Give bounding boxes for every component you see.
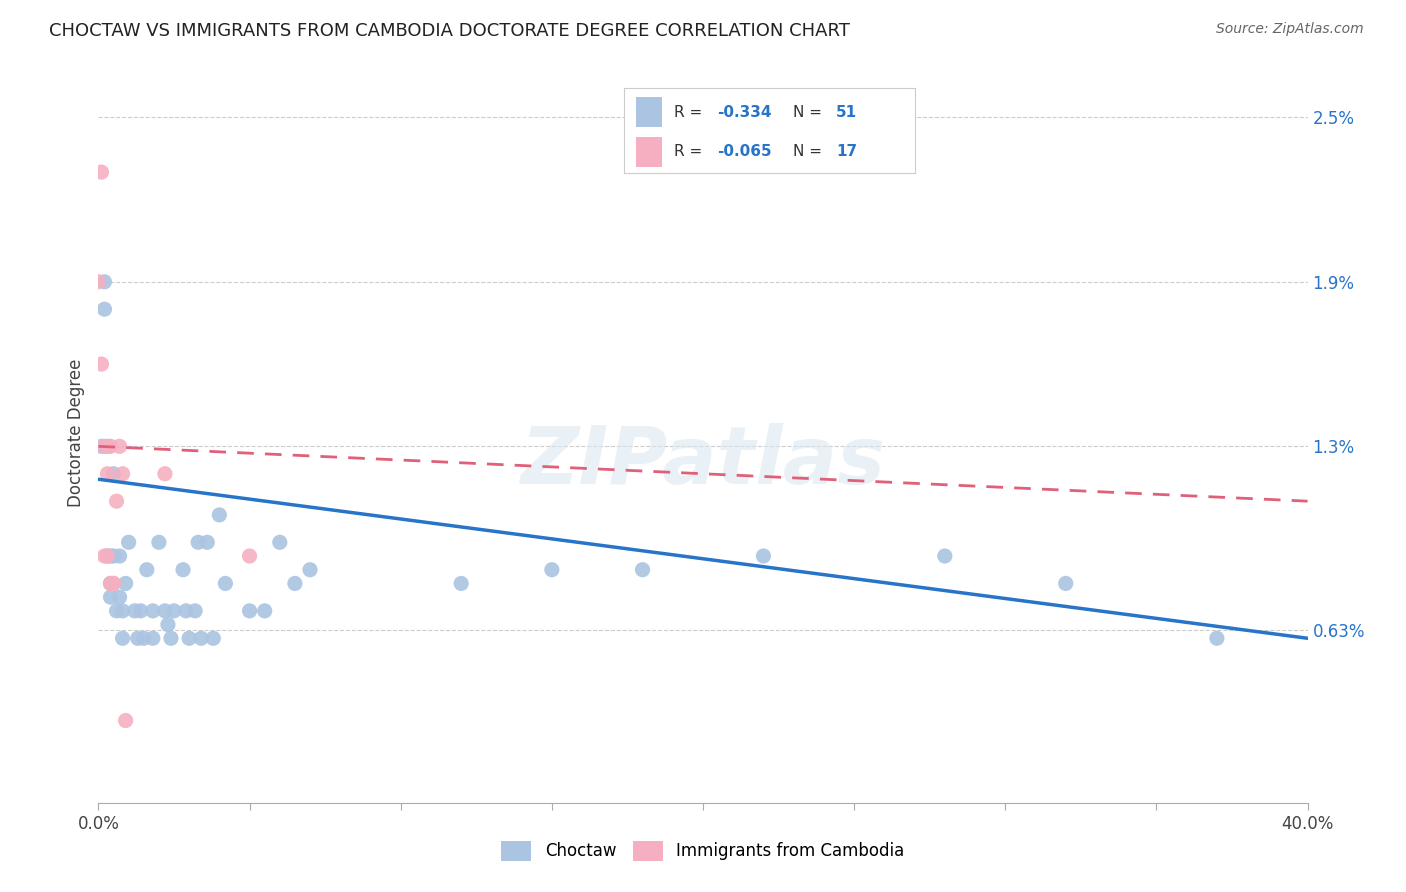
Point [111,467,134,481]
Point [269,535,291,549]
Point [93,275,115,289]
Point [108,439,131,453]
Point [96,549,118,563]
Point [127,632,149,646]
Point [450,576,472,591]
Point [111,604,134,618]
Point [96,549,118,563]
Point [153,604,176,618]
Y-axis label: Doctorate Degree: Doctorate Degree [66,359,84,507]
Point [103,576,125,591]
Point [540,563,562,577]
Point [195,535,218,549]
Point [114,714,136,728]
Point [108,590,131,604]
Point [184,604,207,618]
Text: Source: ZipAtlas.com: Source: ZipAtlas.com [1216,22,1364,37]
Point [90,165,112,179]
Point [100,549,122,563]
Point [160,632,183,646]
Point [90,439,112,453]
Point [1206,632,1229,646]
Point [111,632,134,646]
Point [93,302,115,317]
Point [118,535,141,549]
Point [105,604,128,618]
Point [239,604,262,618]
Point [105,494,128,508]
Point [100,590,122,604]
Point [631,563,654,577]
Point [214,576,236,591]
Point [142,604,165,618]
Point [124,604,146,618]
Point [132,632,155,646]
Point [253,604,276,618]
Point [103,549,125,563]
Point [96,439,118,453]
Point [103,467,125,481]
Point [752,549,775,563]
Point [239,549,262,563]
Point [135,563,157,577]
Point [100,576,122,591]
Point [163,604,186,618]
Point [179,632,201,646]
Point [284,576,307,591]
Legend: Choctaw, Immigrants from Cambodia: Choctaw, Immigrants from Cambodia [502,841,904,861]
Point [87,275,110,289]
Point [172,563,194,577]
Point [90,357,112,371]
Point [142,632,165,646]
Point [208,508,231,522]
Point [934,549,956,563]
Point [114,576,136,591]
Point [93,439,115,453]
Point [96,467,118,481]
Point [156,617,179,632]
Point [187,535,209,549]
Point [153,467,176,481]
Point [174,604,197,618]
Point [108,549,131,563]
Point [129,604,152,618]
Point [103,576,125,591]
Point [202,632,225,646]
Point [148,535,170,549]
Point [93,549,115,563]
Point [100,576,122,591]
Point [299,563,322,577]
Point [190,632,212,646]
Point [100,439,122,453]
Point [1054,576,1077,591]
Text: CHOCTAW VS IMMIGRANTS FROM CAMBODIA DOCTORATE DEGREE CORRELATION CHART: CHOCTAW VS IMMIGRANTS FROM CAMBODIA DOCT… [49,22,851,40]
Text: ZIPatlas: ZIPatlas [520,423,886,501]
